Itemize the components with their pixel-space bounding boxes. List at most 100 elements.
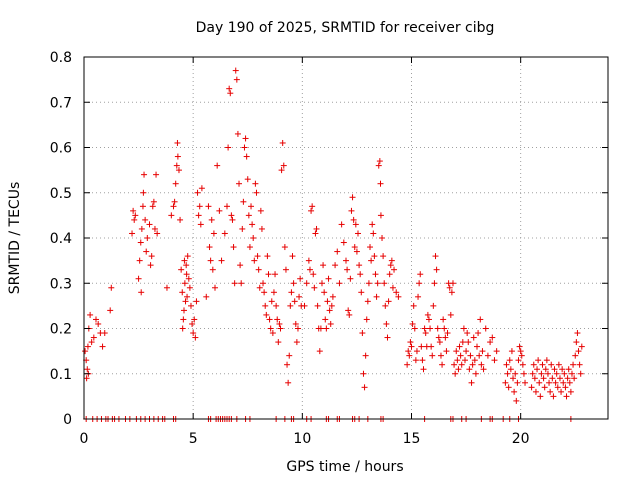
- data-point: [138, 289, 145, 296]
- data-point: [328, 302, 335, 309]
- data-point: [432, 253, 439, 260]
- y-tick-label: 0.5: [50, 186, 72, 202]
- data-point: [369, 221, 376, 228]
- data-point: [93, 316, 100, 323]
- data-point: [239, 225, 246, 232]
- data-point: [182, 298, 189, 305]
- data-point: [83, 375, 90, 382]
- data-point: [329, 293, 336, 300]
- data-point: [541, 384, 548, 391]
- data-point: [173, 162, 180, 169]
- x-tick-label: 15: [403, 431, 421, 447]
- data-point: [489, 334, 496, 341]
- data-point: [559, 366, 566, 373]
- plot-frame: [83, 56, 609, 420]
- data-point: [255, 266, 262, 273]
- data-point: [508, 348, 515, 355]
- data-point: [249, 221, 256, 228]
- data-point: [409, 320, 416, 327]
- data-point: [454, 357, 461, 364]
- data-point: [318, 280, 325, 287]
- data-point: [301, 302, 308, 309]
- data-point: [214, 162, 221, 169]
- data-point: [449, 280, 456, 287]
- data-point: [264, 253, 271, 260]
- data-point: [565, 366, 572, 373]
- data-point: [384, 334, 391, 341]
- data-point: [570, 361, 577, 368]
- data-point: [491, 357, 498, 364]
- data-point: [190, 330, 197, 337]
- data-point: [564, 375, 571, 382]
- data-point: [275, 339, 282, 346]
- data-point: [267, 325, 274, 332]
- data-point: [421, 325, 428, 332]
- data-point: [270, 289, 277, 296]
- data-point: [563, 393, 570, 400]
- data-point: [377, 180, 384, 187]
- data-point: [197, 221, 204, 228]
- data-point: [531, 375, 538, 382]
- data-point: [192, 334, 199, 341]
- data-point: [375, 162, 382, 169]
- data-point: [363, 316, 370, 323]
- data-point: [434, 325, 441, 332]
- data-point: [472, 370, 479, 377]
- data-points: [82, 67, 585, 422]
- data-point: [357, 271, 364, 278]
- data-point: [184, 293, 191, 300]
- data-point: [95, 320, 102, 327]
- data-point: [286, 352, 293, 359]
- data-point: [572, 352, 579, 359]
- data-point: [184, 253, 191, 260]
- data-point: [510, 375, 517, 382]
- data-point: [519, 361, 526, 368]
- data-point: [482, 325, 489, 332]
- data-point: [568, 370, 575, 377]
- x-tick-label: 10: [293, 431, 311, 447]
- data-point: [236, 180, 243, 187]
- data-point: [537, 393, 544, 400]
- data-point: [191, 316, 198, 323]
- data-point: [170, 203, 177, 210]
- y-tick-label: 0.3: [50, 276, 72, 292]
- data-point: [348, 207, 355, 214]
- data-point: [451, 361, 458, 368]
- data-point: [522, 379, 529, 386]
- data-point: [446, 284, 453, 291]
- data-point: [465, 339, 472, 346]
- x-tick-label: 0: [80, 431, 89, 447]
- data-point: [224, 203, 231, 210]
- data-point: [555, 361, 562, 368]
- data-point: [212, 284, 218, 291]
- data-point: [230, 244, 237, 251]
- data-point: [443, 348, 450, 355]
- data-point: [554, 384, 561, 391]
- data-point: [84, 366, 91, 373]
- data-point: [194, 189, 201, 196]
- data-point: [171, 198, 178, 205]
- data-point: [218, 257, 225, 264]
- data-point: [174, 153, 181, 160]
- data-point: [539, 361, 546, 368]
- data-point: [277, 325, 284, 332]
- data-point: [185, 275, 192, 282]
- data-point: [358, 289, 365, 296]
- data-point: [386, 271, 393, 278]
- data-point: [258, 225, 265, 232]
- data-point: [387, 262, 394, 269]
- data-point: [193, 298, 200, 305]
- data-point: [324, 298, 331, 305]
- data-point: [571, 375, 578, 382]
- data-point: [181, 257, 188, 264]
- data-point: [90, 334, 97, 341]
- data-point: [433, 266, 440, 273]
- data-point: [377, 212, 384, 219]
- data-point: [221, 230, 228, 237]
- data-point: [553, 370, 560, 377]
- data-point: [148, 253, 155, 260]
- y-axis: 0 0.1 0.2 0.3 0.4 0.5 0.6 0.7 0.8: [50, 50, 608, 428]
- data-point: [296, 293, 303, 300]
- data-point: [356, 262, 363, 269]
- data-point: [143, 248, 150, 255]
